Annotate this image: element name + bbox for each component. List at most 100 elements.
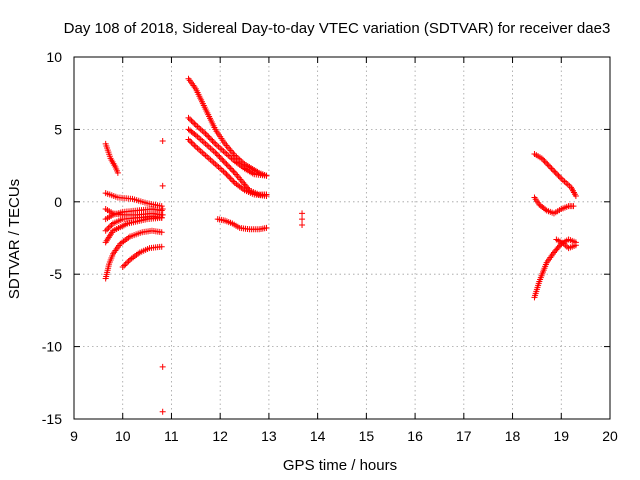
track-a7-point bbox=[158, 229, 165, 236]
track-c1-point bbox=[544, 161, 551, 168]
isolated-point bbox=[159, 408, 166, 415]
x-tick-label: 13 bbox=[261, 428, 277, 444]
track-b4-point bbox=[224, 172, 231, 179]
track-b2-point bbox=[202, 130, 209, 137]
track-b3-point bbox=[230, 168, 237, 175]
track-b2-point bbox=[209, 137, 216, 144]
isolated-point bbox=[159, 182, 166, 189]
track-b2-point bbox=[185, 114, 192, 121]
y-tick-label: 5 bbox=[54, 121, 62, 137]
y-tick-label: -15 bbox=[42, 411, 62, 427]
track-b2-point bbox=[205, 133, 212, 140]
track-b3-point bbox=[216, 153, 223, 160]
track-c1-point bbox=[545, 162, 552, 169]
track-b4-point bbox=[185, 136, 192, 143]
track-b4-point bbox=[227, 175, 234, 182]
track-c2-point bbox=[542, 206, 549, 213]
x-tick-label: 19 bbox=[553, 428, 569, 444]
x-tick-label: 12 bbox=[212, 428, 228, 444]
axis-ticks: 9 10 11 12 13 14 15 16 17 18 19 20 -15 -10 -5 0 5 10 bbox=[42, 49, 618, 444]
track-b4-point bbox=[230, 178, 237, 185]
track-c1-point bbox=[549, 166, 556, 173]
track-b3-point bbox=[229, 166, 236, 173]
data-points bbox=[102, 75, 579, 415]
track-b4-point bbox=[189, 140, 196, 147]
isolated-point bbox=[299, 210, 306, 217]
track-b3-point bbox=[226, 164, 233, 171]
isolated-point bbox=[159, 137, 166, 144]
track-b2-point bbox=[206, 135, 213, 142]
x-tick-label: 17 bbox=[456, 428, 472, 444]
track-a8-point bbox=[125, 258, 132, 265]
track-b3-point bbox=[220, 158, 227, 165]
track-b3-point bbox=[215, 152, 222, 159]
isolated-point bbox=[299, 216, 306, 223]
y-tick-label: -5 bbox=[50, 266, 63, 282]
track-b4-point bbox=[222, 169, 229, 176]
x-tick-label: 9 bbox=[70, 428, 78, 444]
track-a8-point bbox=[119, 263, 126, 270]
x-tick-label: 20 bbox=[602, 428, 618, 444]
track-b3-point bbox=[212, 149, 219, 156]
grid-lines bbox=[74, 57, 610, 419]
y-tick-label: 0 bbox=[54, 194, 62, 210]
track-b2-point bbox=[188, 117, 195, 124]
track-b4-point bbox=[191, 142, 198, 149]
track-a8-point bbox=[158, 243, 165, 250]
track-a5-point bbox=[104, 226, 111, 233]
track-b4-point bbox=[226, 174, 233, 181]
y-tick-label: -10 bbox=[42, 339, 62, 355]
track-a6-point bbox=[158, 214, 165, 221]
track-c1-point bbox=[548, 165, 555, 172]
x-tick-label: 10 bbox=[115, 428, 131, 444]
track-c1-point bbox=[541, 158, 548, 165]
track-b2-point bbox=[203, 132, 210, 139]
track-b5-point bbox=[263, 224, 270, 231]
track-b3-point bbox=[191, 131, 198, 138]
track-b4-point bbox=[223, 171, 230, 178]
track-a5-point bbox=[108, 221, 115, 228]
x-axis-label: GPS time / hours bbox=[283, 457, 397, 474]
track-b4-point bbox=[188, 139, 195, 146]
track-a8-point bbox=[121, 262, 128, 269]
isolated-point bbox=[159, 211, 166, 218]
track-b2-point bbox=[189, 119, 196, 126]
track-b3-point bbox=[219, 156, 226, 163]
isolated-point bbox=[159, 206, 166, 213]
track-b3-point bbox=[222, 159, 229, 166]
track-b2-point bbox=[210, 139, 217, 146]
track-c1-point bbox=[551, 168, 558, 175]
track-a5-point bbox=[102, 227, 109, 234]
track-b2-point bbox=[191, 120, 198, 127]
track-b3-point bbox=[223, 161, 230, 168]
track-c1-point bbox=[572, 193, 579, 200]
isolated-point bbox=[299, 221, 306, 228]
track-a1-point bbox=[114, 169, 121, 176]
track-c4-point bbox=[572, 242, 579, 249]
track-c1-point bbox=[554, 171, 561, 178]
track-c1-point bbox=[542, 159, 549, 166]
track-b3-point bbox=[213, 151, 220, 158]
track-b3-point bbox=[227, 165, 234, 172]
track-a8-point bbox=[122, 261, 129, 268]
track-c1-point bbox=[552, 169, 559, 176]
x-tick-label: 14 bbox=[310, 428, 326, 444]
track-b4-point bbox=[186, 137, 193, 144]
x-tick-label: 15 bbox=[359, 428, 375, 444]
y-tick-label: 10 bbox=[46, 49, 62, 65]
track-b4-point bbox=[263, 193, 270, 200]
track-c1-point bbox=[540, 156, 547, 163]
track-a5-point bbox=[105, 224, 112, 231]
track-c1-point bbox=[556, 174, 563, 181]
y-axis-label: SDTVAR / TECUs bbox=[6, 179, 23, 299]
isolated-point bbox=[159, 363, 166, 370]
chart-title: Day 108 of 2018, Sidereal Day-to-day VTE… bbox=[64, 20, 611, 37]
track-c1-point bbox=[555, 172, 562, 179]
x-tick-label: 18 bbox=[505, 428, 521, 444]
track-b3-point bbox=[224, 162, 231, 169]
track-c2-point bbox=[570, 203, 577, 210]
track-b2-point bbox=[208, 136, 215, 143]
track-a8-point bbox=[124, 259, 131, 266]
x-tick-label: 11 bbox=[164, 428, 179, 444]
